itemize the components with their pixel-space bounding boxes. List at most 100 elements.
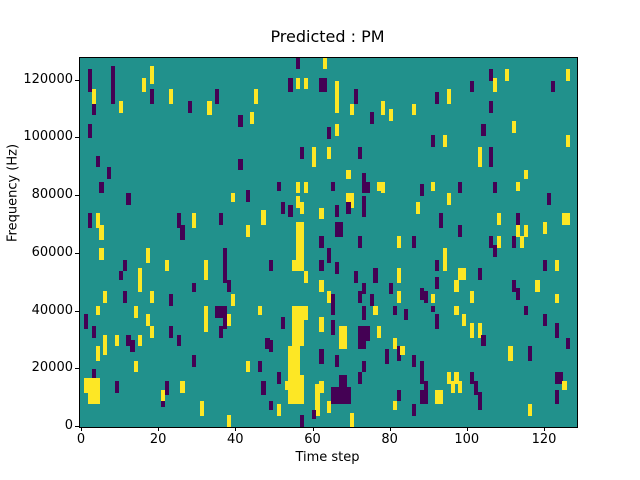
heatmap-cell [477,268,482,281]
heatmap-cell [319,77,328,93]
heatmap-cell [87,68,93,93]
heatmap-cell [95,305,100,315]
heatmap-cell [458,224,463,237]
heatmap-cell [138,279,143,292]
heatmap-cell [388,109,393,122]
heatmap-cell [327,401,332,413]
heatmap-cell [481,123,486,136]
heatmap-cell [361,196,366,217]
heatmap-cell [319,380,324,393]
heatmap-cell [523,170,529,179]
heatmap-cell [346,170,351,179]
heatmap-cell [126,193,131,205]
heatmap-cell [192,282,197,292]
heatmap-cell [168,294,174,307]
heatmap-cell [161,401,166,408]
heatmap-cell [149,89,154,104]
heatmap-cell [446,193,451,205]
heatmap-cell [361,305,366,321]
y-tick-mark [75,426,79,427]
heatmap-cell [361,282,366,295]
heatmap-cell [161,389,166,402]
y-tick-label: 20000 [31,360,73,376]
heatmap-cell [566,337,571,350]
heatmap-cell [249,112,255,125]
heatmap-cell [138,268,143,283]
heatmap-cell [303,181,309,194]
heatmap-cell [469,323,475,338]
heatmap-cell [419,389,424,405]
x-tick-label: 100 [454,432,480,447]
heatmap-cell [180,224,185,240]
heatmap-cell [516,288,521,301]
heatmap-cell [149,291,154,304]
heatmap-cell [462,314,467,327]
heatmap-cell [303,271,309,283]
heatmap-cell [84,377,100,393]
heatmap-cell [489,100,494,113]
y-tick-mark [75,252,79,254]
heatmap-cell [492,245,498,257]
heatmap-cell [419,184,424,197]
heatmap-cell [118,100,123,113]
heatmap-cell [469,80,475,93]
heatmap-cell [215,89,220,104]
y-tick-mark [75,79,79,81]
heatmap-cell [168,89,174,104]
heatmap-cell [292,320,305,347]
heatmap-cell [435,259,440,272]
heatmap-cell [238,158,243,171]
heatmap-cell [95,155,100,168]
heatmap-cell [265,337,270,350]
heatmap-cell [566,68,571,81]
heatmap-cell [489,236,494,249]
heatmap-cell [327,291,332,304]
heatmap-cell [411,103,417,116]
heatmap-cell [562,213,571,226]
heatmap-cell [165,259,170,272]
heatmap-cell [261,210,266,226]
y-tick-label: 60000 [31,244,73,260]
heatmap-cell [469,372,475,384]
heatmap-cell [435,389,444,405]
heatmap-cell [423,380,428,405]
heatmap-cell [512,279,517,292]
heatmap-cell [357,291,363,304]
heatmap-cell [392,401,397,410]
heatmap-cell [554,294,559,304]
heatmap-cell [180,380,185,393]
heatmap-cell [338,325,347,350]
heatmap-cell [91,325,96,338]
y-tick-label: 0 [64,418,73,433]
heatmap-cell [303,77,309,90]
x-tick-mark [389,427,391,431]
heatmap-cell [95,213,100,228]
heatmap-cell [396,236,401,249]
heatmap-cell [373,305,378,315]
heatmap-cell [334,80,339,113]
heatmap-cell [238,115,243,127]
heatmap-cell [192,213,197,228]
heatmap-cell [219,213,224,226]
heatmap-cell [431,181,436,191]
heatmap-cell [454,279,459,292]
heatmap-cell [446,89,451,104]
heatmap-cell [176,213,181,228]
heatmap-cell [319,259,324,272]
heatmap-cell [415,201,420,214]
heatmap-cell [392,305,397,315]
heatmap-cell [145,314,150,327]
x-tick-label: 120 [531,432,557,447]
heatmap-cell [246,190,251,203]
heatmap-cell [296,58,301,70]
heatmap-cell [346,193,351,205]
heatmap-cell [496,236,502,249]
y-tick-label: 100000 [23,129,73,145]
y-tick-label: 80000 [31,187,73,202]
heatmap-cell [84,314,89,330]
heatmap-cell [122,291,127,304]
heatmap-cell [543,222,548,234]
heatmap-cell [226,279,231,292]
heatmap-cell [435,314,440,330]
heatmap-cell [222,314,228,330]
